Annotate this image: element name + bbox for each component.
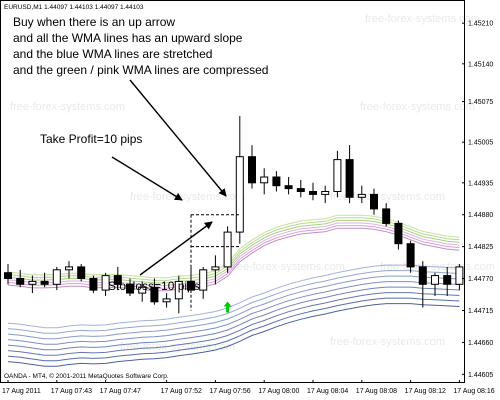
bear-candle — [284, 185, 293, 190]
wma-lower-line — [7, 292, 460, 356]
chart-footer: OANDA - MT4, © 2001-2011 MetaQuotes Soft… — [4, 372, 169, 380]
watermark-text: free-forex-systems.com — [120, 341, 235, 353]
bear-candle — [77, 266, 86, 279]
watermark-text: free-forex-systems.com — [10, 101, 125, 113]
bull-candle — [138, 286, 147, 294]
bear-candle — [4, 272, 12, 280]
wma-lower-band — [7, 264, 460, 367]
annotations: Buy when there is an up arrow and all th… — [13, 15, 268, 293]
wma-lower-line — [7, 264, 460, 329]
watermark-text: free-forex-systems.com — [365, 13, 480, 25]
y-tick-label: 1.45140 — [468, 61, 493, 68]
bull-candle — [321, 191, 330, 195]
wma-lower-line — [7, 270, 460, 334]
bear-candle — [296, 188, 305, 193]
bear-candle — [309, 191, 317, 195]
bear-candle — [40, 280, 49, 285]
instruction-arrow — [129, 79, 227, 197]
x-tick-label: 17 Aug 08:16 — [453, 388, 494, 395]
x-tick-label: 17 Aug 2011 — [2, 388, 41, 395]
y-tick-label: 1.44715 — [468, 308, 493, 315]
plot-frame — [0, 0, 465, 383]
y-tick-label: 1.45210 — [468, 21, 493, 28]
bear-candle — [418, 266, 427, 285]
y-tick-label: 1.44770 — [468, 276, 493, 283]
x-tick-label: 17 Aug 08:00 — [258, 388, 299, 395]
bull-candle — [65, 266, 73, 271]
bear-candle — [248, 156, 256, 184]
wma-lower-line — [7, 281, 460, 345]
bear-candle — [394, 222, 403, 245]
x-tick-label: 17 Aug 07:43 — [51, 388, 92, 395]
bull-candle — [28, 280, 37, 285]
wma-lower-line — [7, 297, 460, 362]
bull-candle — [211, 266, 220, 271]
instruction-line-4: and the green / pink WMA lines are compr… — [13, 63, 268, 77]
stoploss-label: Stoploss=10 pips — [108, 279, 200, 293]
signal-layer — [223, 301, 232, 313]
watermark-text: free-forex-systems.com — [330, 336, 445, 348]
bear-candle — [126, 283, 134, 294]
instruction-line-3: and the blue WMA lines are stretched — [13, 47, 212, 61]
bull-candle — [162, 298, 171, 303]
wma-lower-line — [7, 286, 460, 351]
bull-candle — [52, 269, 61, 285]
bull-candle — [431, 275, 439, 285]
watermark-layer: free-forex-systems.com free-forex-system… — [10, 13, 495, 353]
bear-candle — [443, 275, 452, 285]
take-profit-label: Take Profit=10 pips — [40, 132, 142, 146]
wma-upper-line — [7, 225, 460, 289]
watermark-text: free-forex-systems.com — [130, 191, 245, 203]
y-tick-label: 1.44880 — [468, 212, 493, 219]
wma-upper-line — [7, 222, 460, 287]
bear-candle — [113, 275, 122, 285]
bull-candle — [357, 193, 366, 198]
symbol-header: EURUSD,M1 1.44097 1.44103 1.44097 1.4410… — [4, 4, 144, 11]
y-tick-label: 1.44935 — [468, 180, 493, 187]
y-tick-label: 1.44660 — [468, 340, 493, 347]
trade-levels — [190, 214, 240, 311]
y-axis: 1.45210 1.45140 1.45075 1.45005 1.44935 1.448… — [462, 21, 493, 379]
x-tick-label: 17 Aug 07:56 — [209, 388, 250, 395]
bear-candle — [272, 176, 281, 187]
x-tick-label: 17 Aug 07:47 — [100, 388, 141, 395]
bear-candle — [150, 286, 159, 303]
bear-candle — [406, 243, 415, 268]
buy-signal-arrow-icon — [223, 301, 232, 313]
x-tick-label: 17 Aug 08:04 — [307, 388, 348, 395]
bull-candle — [333, 159, 342, 193]
bear-candle — [89, 278, 98, 291]
x-tick-label: 17 Aug 08:12 — [405, 388, 446, 395]
bear-candle — [16, 278, 25, 285]
x-tick-label: 17 Aug 08:08 — [356, 388, 397, 395]
take-profit-arrow — [111, 156, 183, 201]
wma-upper-line — [7, 227, 460, 292]
instruction-line-1: Buy when there is an up arrow — [13, 15, 175, 29]
bear-candle — [382, 208, 391, 224]
instruction-line-2: and all the WMA lines has an upward slop… — [13, 31, 243, 45]
bull-candle — [455, 266, 464, 285]
watermark-text: free-forex-systems.com — [230, 261, 345, 273]
wma-lower-line — [7, 303, 460, 367]
bull-candle — [101, 275, 110, 291]
watermark-text: free-forex-systems.com — [360, 101, 475, 113]
y-tick-label: 1.45075 — [468, 99, 493, 106]
bull-candle — [235, 156, 244, 233]
bear-candle — [345, 159, 354, 198]
stoploss-arrow — [139, 221, 213, 276]
bull-candle — [174, 280, 183, 300]
bear-candle — [370, 193, 378, 210]
wma-lower-line — [7, 275, 460, 340]
bull-candle — [199, 269, 208, 291]
y-tick-label: 1.44605 — [468, 372, 493, 379]
y-tick-label: 1.44825 — [468, 244, 493, 251]
bull-candle — [260, 176, 269, 184]
x-tick-label: 17 Aug 07:52 — [161, 388, 202, 395]
bull-candle — [223, 231, 232, 268]
y-tick-label: 1.45005 — [468, 140, 493, 147]
x-axis: 17 Aug 2011 17 Aug 07:43 17 Aug 07:47 17 Au… — [2, 380, 495, 395]
